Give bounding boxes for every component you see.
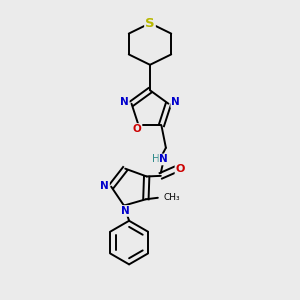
Text: O: O: [133, 124, 142, 134]
Text: O: O: [176, 164, 185, 174]
Text: N: N: [100, 181, 109, 191]
Text: H: H: [152, 154, 159, 164]
Text: N: N: [120, 97, 129, 107]
Text: CH₃: CH₃: [163, 193, 180, 202]
Text: N: N: [121, 206, 130, 216]
Text: N: N: [159, 154, 168, 164]
Text: S: S: [145, 17, 155, 30]
Text: N: N: [171, 97, 180, 107]
